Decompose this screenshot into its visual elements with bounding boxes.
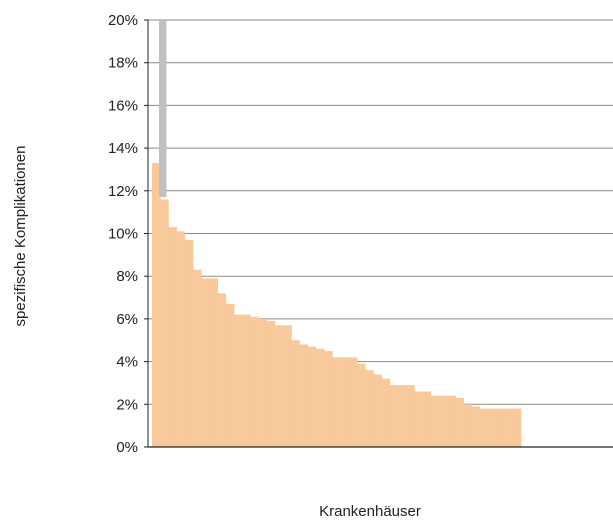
- bar: [242, 314, 251, 447]
- y-axis-title: spezifische Komplikationen: [12, 146, 29, 327]
- bar: [348, 357, 358, 447]
- bar: [152, 163, 161, 448]
- bar: [275, 325, 284, 447]
- bar: [324, 350, 333, 447]
- bar: [201, 278, 210, 447]
- bar: [258, 318, 268, 447]
- bar: [217, 293, 227, 447]
- bars: [152, 20, 522, 448]
- bar: [307, 346, 317, 447]
- bar: [332, 357, 341, 447]
- bar: [373, 374, 382, 447]
- bar: [168, 227, 177, 447]
- bar: [422, 391, 432, 447]
- bar: [496, 408, 505, 447]
- y-tick-labels: 0% 2% 4% 6% 8% 10% 12% 14% 16% 18% 20%: [108, 12, 138, 456]
- axes: [144, 19, 613, 448]
- x-axis-title: Krankenhäuser: [319, 503, 421, 520]
- outlier-bar: [158, 20, 167, 198]
- bar: [365, 370, 374, 447]
- bar: [299, 344, 309, 447]
- bar: [340, 357, 350, 447]
- bar: [381, 378, 391, 447]
- bar: [471, 406, 481, 447]
- bar: [184, 239, 194, 447]
- y-tick-label: 6%: [116, 311, 138, 328]
- y-tick-label: 10%: [108, 226, 138, 243]
- bar: [176, 231, 186, 447]
- bar: [512, 408, 522, 447]
- bar: [463, 404, 473, 447]
- y-tick-label: 14%: [108, 140, 138, 157]
- bar: [398, 385, 407, 447]
- bar: [283, 325, 292, 447]
- bar: [504, 408, 514, 447]
- y-tick-label: 12%: [108, 183, 138, 200]
- y-tick-label: 4%: [116, 354, 138, 371]
- bar: [193, 269, 202, 447]
- y-tick-label: 16%: [108, 97, 138, 114]
- bar: [291, 340, 300, 447]
- bar: [406, 385, 415, 447]
- bar: [234, 314, 243, 447]
- bar: [160, 199, 169, 447]
- bar: [209, 278, 218, 447]
- bar: [455, 397, 464, 447]
- bar: [225, 303, 235, 447]
- bar: [439, 395, 448, 447]
- bar: [266, 321, 276, 447]
- y-tick-label: 0%: [116, 439, 138, 456]
- y-tick-label: 18%: [108, 55, 138, 72]
- bar: [480, 408, 489, 447]
- bar: [316, 348, 325, 447]
- y-tick-label: 2%: [116, 396, 138, 413]
- bar: [357, 363, 366, 447]
- bar: [389, 385, 399, 447]
- bar: [447, 395, 456, 447]
- y-tick-label: 8%: [116, 268, 138, 285]
- bar: [430, 395, 440, 447]
- y-tick-label: 20%: [108, 12, 138, 29]
- bar: [250, 316, 259, 447]
- bar: [414, 391, 423, 447]
- bar: [488, 408, 497, 447]
